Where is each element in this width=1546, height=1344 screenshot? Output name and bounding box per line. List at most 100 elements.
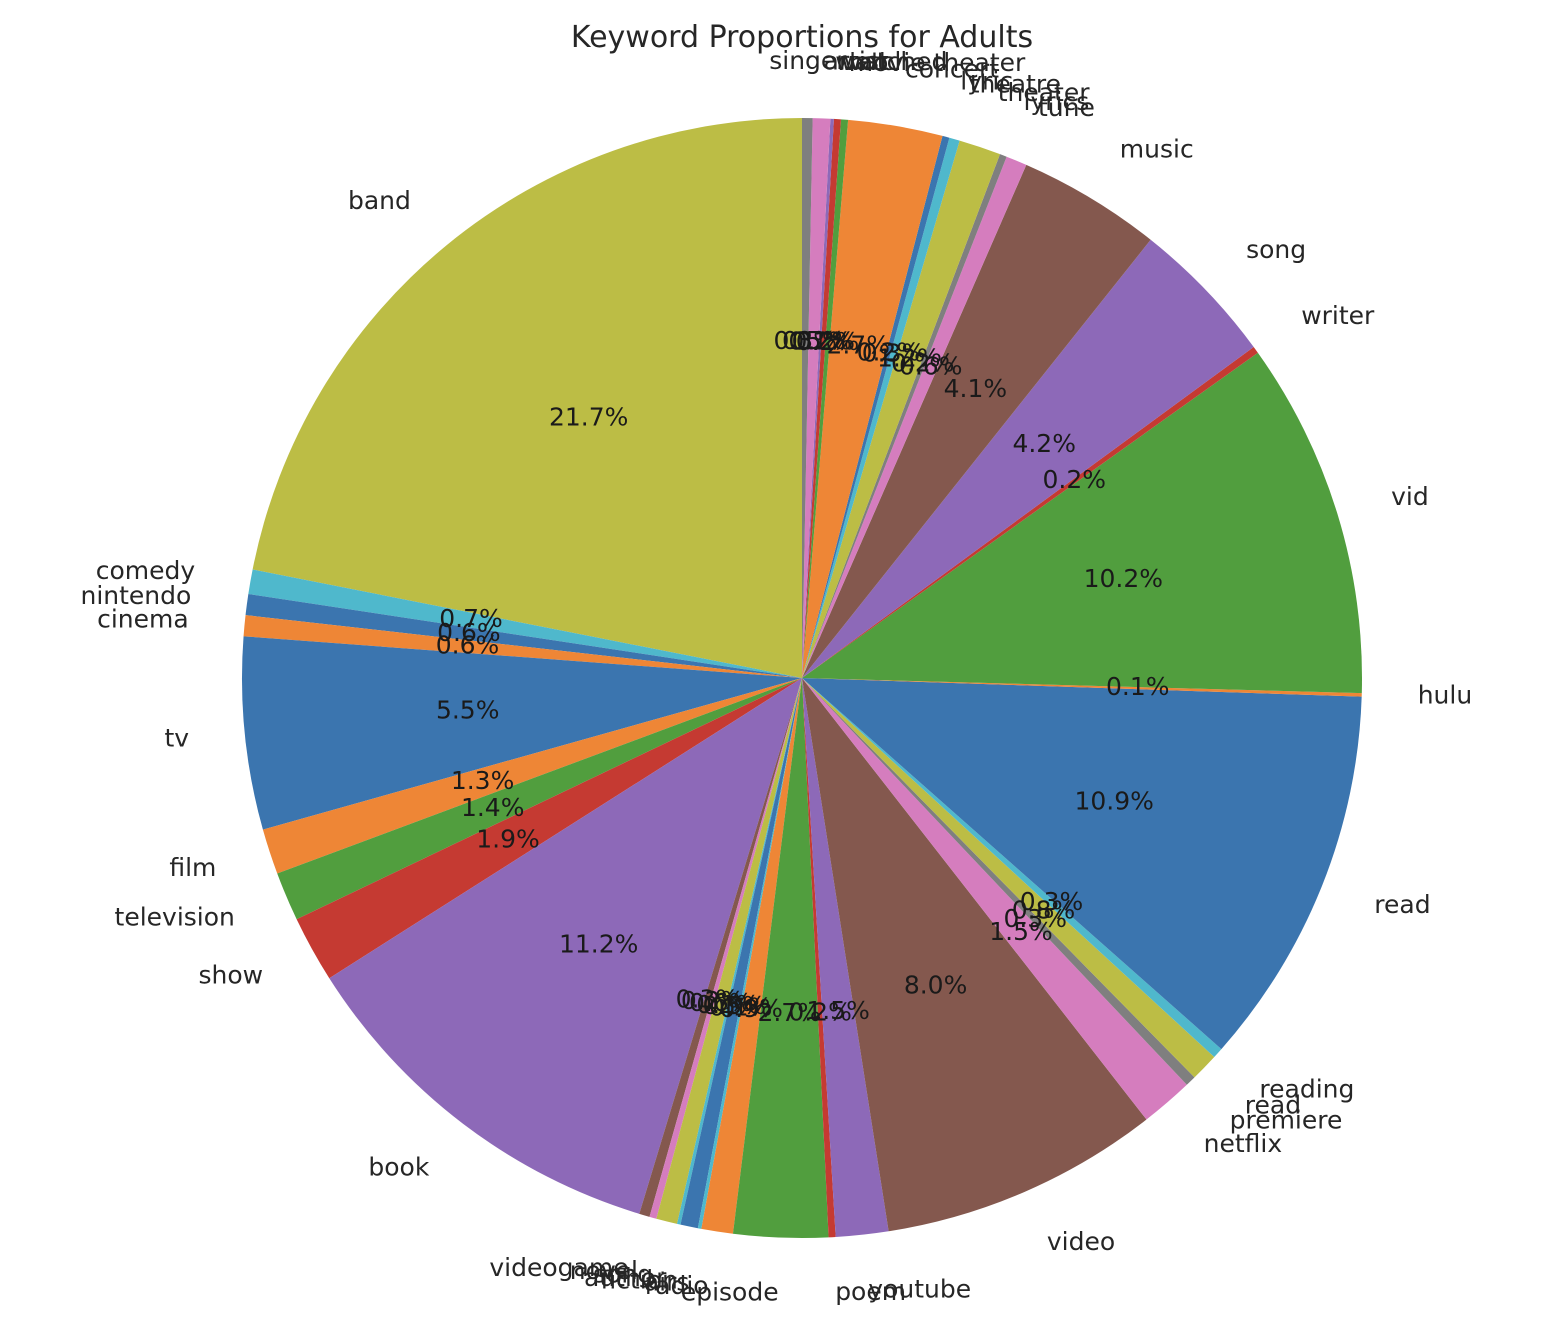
slice-percentage: 0.1% bbox=[696, 990, 760, 1019]
slice-percentage: 1.9% bbox=[476, 825, 540, 854]
slice-percentage: 0.3% bbox=[1020, 887, 1084, 916]
slice-percentage: 1.4% bbox=[461, 793, 525, 822]
slice-label: watched bbox=[841, 47, 947, 76]
slice-label: writer bbox=[1301, 301, 1375, 330]
slice-label: show bbox=[198, 960, 263, 989]
pie-slice-lyrics bbox=[802, 154, 1007, 679]
slice-percentage: 10.2% bbox=[1084, 564, 1163, 593]
pie-slice-watched bbox=[802, 118, 842, 678]
pie-slice-video bbox=[802, 678, 1147, 1232]
slice-label: movie theater bbox=[849, 48, 1026, 77]
pie-slice-radio bbox=[701, 678, 802, 1234]
slice-label: theatre bbox=[970, 69, 1061, 98]
pie-slice-nintendo bbox=[245, 593, 803, 678]
pie-slice-videogame bbox=[639, 678, 802, 1217]
slice-label: band bbox=[348, 186, 411, 215]
slice-label: episode bbox=[681, 1278, 779, 1307]
slice-label: nintendo bbox=[80, 581, 191, 610]
pie-slices bbox=[241, 117, 1363, 1239]
pie-slice-band bbox=[252, 118, 803, 678]
slice-label: airs bbox=[644, 1268, 690, 1297]
pie-slice-movie-theater bbox=[802, 119, 849, 679]
slice-label: video bbox=[1047, 1227, 1115, 1256]
slice-percentage: 8.0% bbox=[904, 970, 968, 999]
slice-label: videogame bbox=[489, 1253, 628, 1282]
pie-slice-youtube bbox=[802, 678, 889, 1237]
slice-percentage: 0.6% bbox=[689, 988, 753, 1017]
slice-percentage: 10.9% bbox=[1074, 786, 1153, 815]
slice-percentage: 0.3% bbox=[1003, 904, 1067, 933]
pie-slice-show bbox=[296, 678, 802, 979]
pie-slice-lyric bbox=[802, 135, 950, 678]
slice-label: music bbox=[1120, 134, 1194, 163]
slice-label: watch bbox=[835, 47, 910, 76]
chart-title: Keyword Proportions for Adults bbox=[571, 20, 1033, 55]
slice-percentage: 0.7% bbox=[439, 604, 503, 633]
slice-percentage: 1.3% bbox=[451, 766, 515, 795]
slice-percentage: 0.5% bbox=[703, 991, 767, 1020]
slice-label: film bbox=[169, 853, 216, 882]
pie-slice-concert bbox=[802, 119, 943, 678]
percentage-labels: 21.7%0.7%0.6%0.6%5.5%1.3%1.4%1.9%11.2%0.… bbox=[436, 326, 1170, 1027]
pie-slice-writer bbox=[802, 346, 1258, 678]
slice-label: song bbox=[1246, 235, 1306, 264]
slice-label: fiction bbox=[601, 1265, 678, 1294]
slice-percentage: 11.2% bbox=[559, 930, 638, 959]
slice-label: comedy bbox=[96, 556, 196, 585]
slice-percentage: 2.7% bbox=[826, 331, 890, 360]
pie-slice-read bbox=[802, 678, 1362, 1050]
pie-slice-hulu bbox=[802, 678, 1362, 697]
slice-label: cinema bbox=[97, 605, 189, 634]
slice-label: hulu bbox=[1418, 681, 1472, 710]
slice-percentage: 0.2% bbox=[891, 349, 955, 378]
pie-slice-music bbox=[802, 164, 1151, 678]
pie-slice-episode bbox=[732, 678, 829, 1239]
slice-label: author bbox=[584, 1263, 667, 1292]
slice-percentage: 5.5% bbox=[436, 696, 500, 725]
slice-percentage: 2.7% bbox=[757, 998, 821, 1027]
pie-slice-comedy bbox=[248, 569, 803, 678]
pie-slice-novel bbox=[649, 678, 802, 1219]
pie-slice-tune bbox=[802, 156, 1027, 679]
slice-label: poem bbox=[835, 1277, 906, 1306]
slice-label: tune bbox=[1038, 93, 1095, 122]
slice-label: radio bbox=[645, 1271, 709, 1300]
slice-label: premiere bbox=[1230, 1105, 1343, 1134]
slice-percentage: 0.6% bbox=[437, 618, 501, 647]
slice-percentage: 0.3% bbox=[676, 984, 740, 1013]
pie-slice-fiction bbox=[680, 678, 802, 1229]
pie-slice-poem bbox=[802, 678, 836, 1238]
slice-percentage: 0.2% bbox=[788, 998, 852, 1027]
pie-slice-singer bbox=[802, 117, 813, 678]
pie-slice-premiere bbox=[802, 678, 1195, 1085]
slice-percentage: 0.2% bbox=[857, 337, 921, 366]
slice-label: lyrics bbox=[1024, 87, 1090, 116]
slice-label: theater bbox=[998, 78, 1091, 107]
slice-label: tv bbox=[164, 723, 189, 752]
slice-label: song bbox=[593, 1260, 653, 1289]
slice-label: television bbox=[115, 903, 235, 932]
pie-slice-tv bbox=[241, 636, 803, 830]
slice-percentage: 0.3% bbox=[862, 339, 926, 368]
slice-label: concert bbox=[905, 55, 999, 84]
slice-percentage: 0.3% bbox=[773, 326, 837, 355]
pie-slice-song bbox=[802, 239, 1254, 678]
slice-percentage: 1.5% bbox=[806, 996, 870, 1025]
pie-slice-author bbox=[677, 678, 802, 1225]
slice-label: lyric bbox=[960, 67, 1013, 96]
slice-percentage: 4.2% bbox=[1012, 429, 1076, 458]
pie-slice-read bbox=[802, 678, 1215, 1078]
slice-percentage: 0.2% bbox=[681, 986, 745, 1015]
slice-percentage: 4.1% bbox=[944, 374, 1008, 403]
slice-percentage: 21.7% bbox=[549, 402, 628, 431]
pie-slice-vid bbox=[802, 352, 1363, 694]
pie-slice-watch bbox=[802, 118, 834, 679]
slice-percentage: 0.1% bbox=[1106, 672, 1170, 701]
pie-slice-netflix bbox=[802, 678, 1187, 1120]
slice-label: artist bbox=[824, 46, 889, 75]
slice-label: novel bbox=[570, 1256, 638, 1285]
slice-label: singer bbox=[769, 46, 847, 75]
pie-slice-television bbox=[277, 678, 802, 920]
